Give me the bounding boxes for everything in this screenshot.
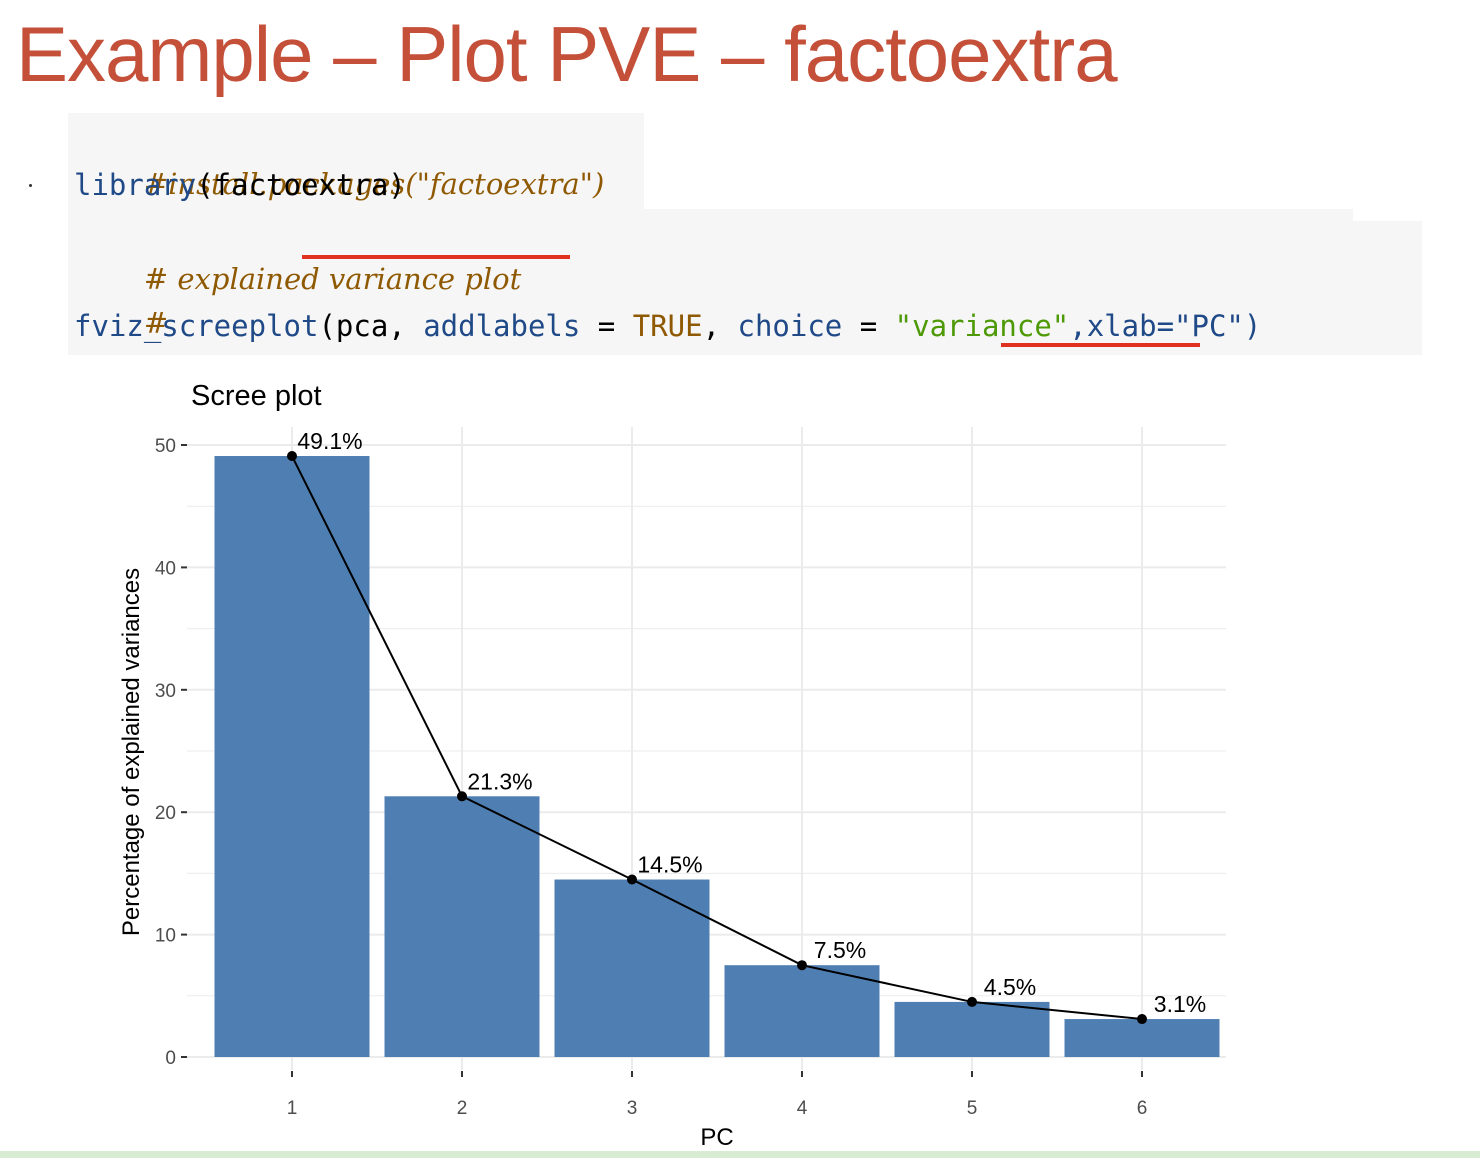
bars-layer — [214, 456, 1220, 1057]
code-background — [68, 209, 1353, 221]
code-text: (pca, — [318, 309, 424, 343]
code-text: (factoextra) — [196, 168, 406, 202]
code-constant: TRUE — [632, 309, 703, 343]
y-tick-label: 40 — [155, 558, 176, 579]
bar — [724, 965, 880, 1057]
code-comment: #install.packages("factoextra") — [143, 167, 605, 201]
x-tick-label: 3 — [627, 1098, 638, 1119]
labels-layer: 49.1% 21.3% 14.5% 7.5% 4.5% 3.1% — [297, 428, 1206, 1017]
code-text: , — [702, 309, 738, 343]
data-label: 14.5% — [637, 852, 702, 878]
bar — [1064, 1019, 1220, 1057]
code-comment: # explained variance plot — [143, 262, 522, 296]
bar — [384, 796, 540, 1057]
y-tick-label: 20 — [155, 803, 176, 824]
data-label: 7.5% — [814, 937, 866, 963]
code-background — [68, 221, 1422, 355]
line-layer — [287, 451, 1147, 1025]
axes-layer: 0 10 20 30 40 50 1 2 3 4 5 6 — [155, 436, 1147, 1119]
x-tick-label: 1 — [287, 1098, 298, 1119]
code-text: = — [842, 309, 895, 343]
code-line-comment: # explained variance plot — [74, 213, 521, 345]
code-function: fviz_screeplot — [74, 309, 319, 343]
bar — [214, 456, 370, 1057]
data-label: 3.1% — [1154, 991, 1206, 1017]
y-tick-label: 0 — [165, 1048, 176, 1069]
data-label: 21.3% — [467, 768, 532, 794]
x-tick-label: 5 — [967, 1098, 978, 1119]
code-argument: addlabels — [423, 309, 581, 343]
bar — [554, 879, 710, 1057]
data-point — [797, 960, 807, 971]
y-axis-title: Percentage of explained variances — [118, 568, 145, 936]
code-background — [68, 113, 644, 209]
slide-title: Example – Plot PVE – factoextra — [16, 10, 1118, 98]
x-tick-label: 6 — [1137, 1098, 1148, 1119]
code-comment: # — [143, 306, 169, 340]
data-label: 49.1% — [297, 428, 362, 454]
code-argument: choice — [737, 309, 843, 343]
data-point — [627, 874, 637, 885]
code-line-library: library(factoextra) — [74, 163, 406, 207]
code-string: "variance" — [894, 309, 1070, 343]
underline-variance-plot — [302, 255, 570, 259]
code-line-install: #install.packages("factoextra") — [74, 118, 604, 250]
y-tick-label: 50 — [155, 436, 176, 457]
code-text: = — [580, 309, 633, 343]
data-point — [1137, 1014, 1147, 1025]
y-tick-label: 10 — [155, 926, 176, 947]
underline-variance-string — [1001, 343, 1200, 347]
chart-title: Scree plot — [191, 380, 322, 412]
code-line-hash: # — [74, 257, 168, 389]
y-tick-label: 30 — [155, 681, 176, 702]
data-point — [287, 451, 297, 462]
bullet-dot — [29, 184, 32, 187]
data-point — [457, 791, 467, 802]
x-axis-title: PC — [700, 1124, 733, 1150]
x-tick-label: 2 — [457, 1098, 468, 1119]
code-function: library — [74, 168, 197, 202]
data-label: 4.5% — [984, 974, 1036, 1000]
data-point — [967, 996, 977, 1007]
x-tick-label: 4 — [797, 1098, 808, 1119]
scree-plot-chart: 49.1% 21.3% 14.5% 7.5% 4.5% 3.1% 0 10 20 30 40 50 1… — [118, 380, 1226, 1150]
bottom-rule — [0, 1151, 1480, 1158]
variance-line — [291, 455, 1143, 1021]
code-string: ,xlab="PC") — [1069, 309, 1262, 343]
bar — [894, 1001, 1050, 1057]
code-line-screeplot: fviz_screeplot(pca, addlabels = TRUE, ch… — [74, 304, 1261, 348]
